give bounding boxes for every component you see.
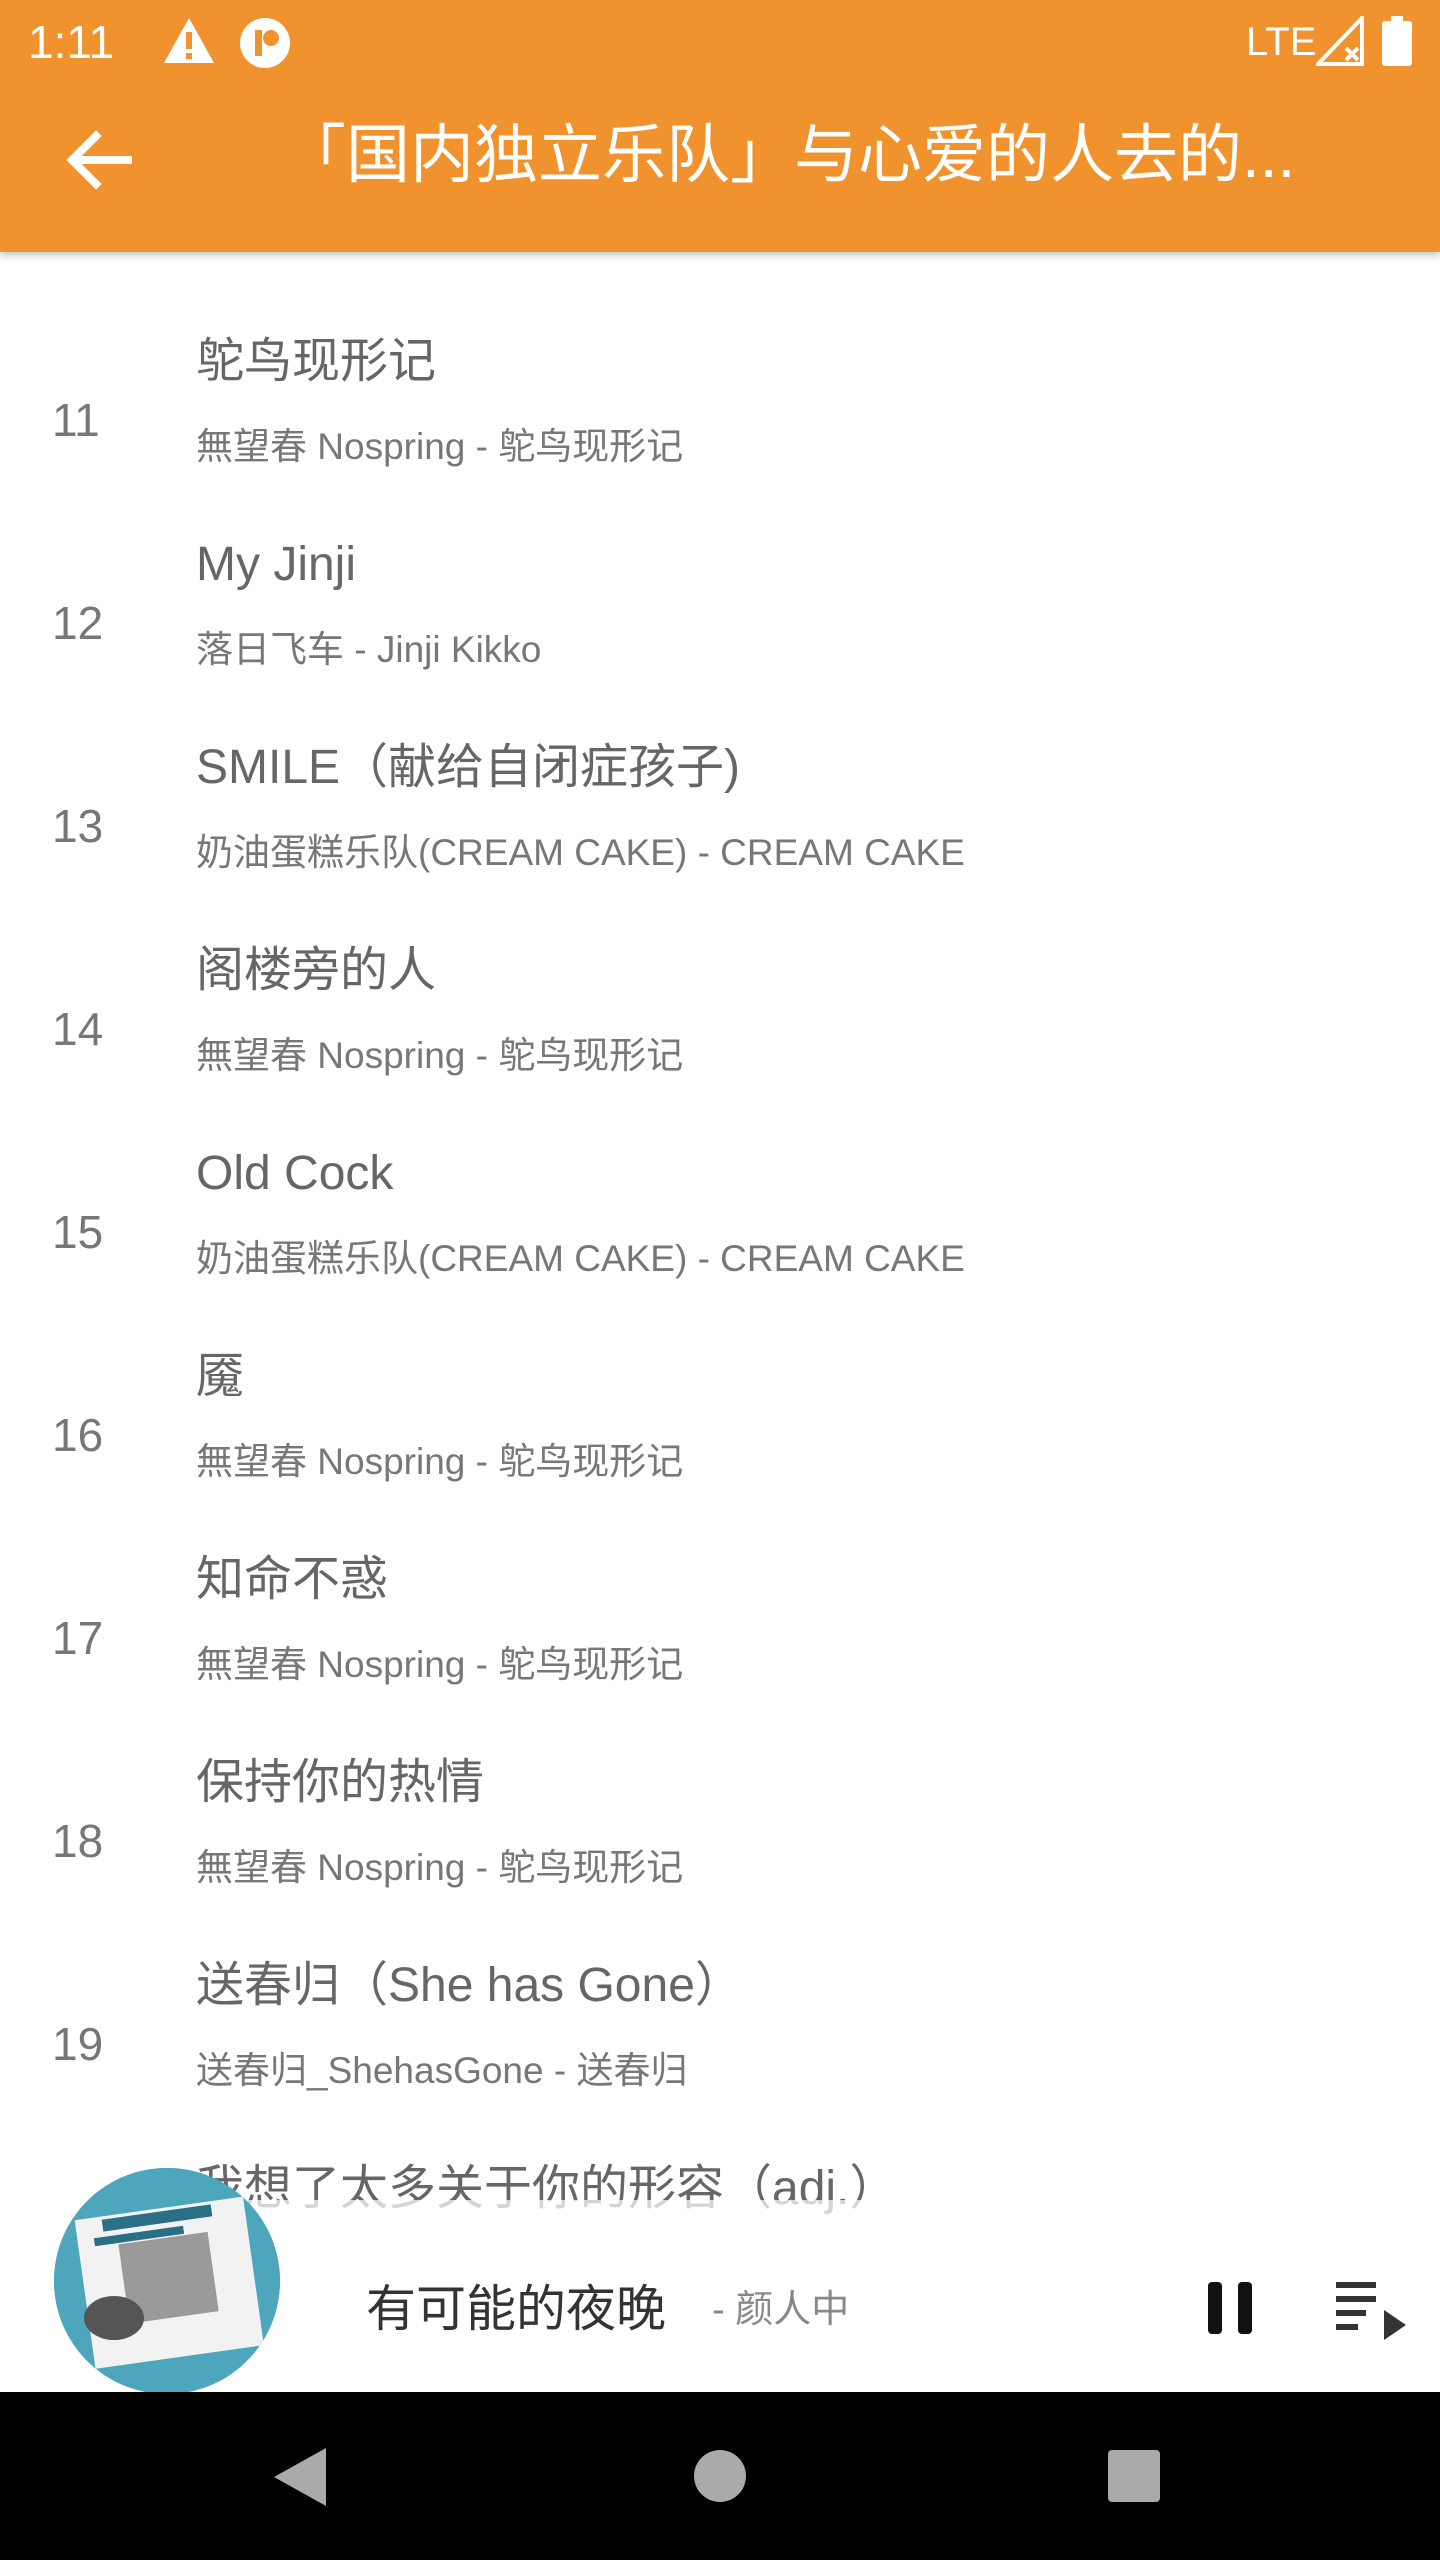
circle-home-icon xyxy=(660,2450,780,2540)
song-index: 16 xyxy=(52,1409,104,1461)
pause-icon xyxy=(1190,2282,1270,2356)
nav-recents-button[interactable] xyxy=(1074,2416,1194,2536)
list-item[interactable]: 13 SMILE（献给自闭症孩子) 奶油蛋糕乐队(CREAM CAKE) - C… xyxy=(0,706,1440,909)
song-index: 19 xyxy=(52,2018,104,2070)
list-item[interactable]: 18 保持你的热情 無望春 Nospring - 鸵鸟现形记 xyxy=(0,1721,1440,1924)
song-index: 11 xyxy=(52,394,100,446)
list-item[interactable]: 16 魇 無望春 Nospring - 鸵鸟现形记 xyxy=(0,1315,1440,1518)
song-subtitle: 送春归_ShehasGone - 送春归 xyxy=(196,2050,688,2091)
song-subtitle: 無望春 Nospring - 鸵鸟现形记 xyxy=(196,1644,684,1685)
song-title: Old Cock xyxy=(196,1147,394,1200)
song-title: 阁楼旁的人 xyxy=(196,944,437,997)
song-subtitle: 奶油蛋糕乐队(CREAM CAKE) - CREAM CAKE xyxy=(196,1238,965,1279)
nav-home-button[interactable] xyxy=(660,2416,780,2536)
list-item[interactable]: 14 阁楼旁的人 無望春 Nospring - 鸵鸟现形记 xyxy=(0,909,1440,1112)
page-title: 「国内独立乐队」与心爱的人去的... xyxy=(282,119,1296,191)
network-type: LTE xyxy=(1246,20,1317,64)
triangle-back-icon xyxy=(240,2448,360,2540)
song-subtitle: 無望春 Nospring - 鸵鸟现形记 xyxy=(196,1441,684,1482)
list-item[interactable]: 15 Old Cock 奶油蛋糕乐队(CREAM CAKE) - CREAM C… xyxy=(0,1112,1440,1315)
status-bar: 1:11 LTE xyxy=(0,0,1440,84)
song-title: 送春归（She has Gone） xyxy=(196,1959,743,2012)
song-subtitle: 無望春 Nospring - 鸵鸟现形记 xyxy=(196,426,684,467)
song-index: 17 xyxy=(52,1612,104,1664)
song-title: 保持你的热情 xyxy=(196,1756,485,1809)
song-subtitle: 奶油蛋糕乐队(CREAM CAKE) - CREAM CAKE xyxy=(196,832,965,873)
nav-back-button[interactable] xyxy=(240,2416,360,2536)
warning-icon xyxy=(162,16,216,71)
list-item[interactable]: 17 知命不惑 無望春 Nospring - 鸵鸟现形记 xyxy=(0,1518,1440,1721)
signal-icon xyxy=(1313,13,1364,71)
app-bar: 1:11 LTE 「国内独立乐队」与心爱的人去的... xyxy=(0,0,1440,252)
song-index: 13 xyxy=(52,800,104,852)
song-index: 15 xyxy=(52,1206,104,1258)
song-list[interactable]: 11 鸵鸟现形记 無望春 Nospring - 鸵鸟现形记 12 My Jinj… xyxy=(0,252,1440,2392)
album-cover[interactable] xyxy=(54,2168,280,2394)
list-item[interactable]: 12 My Jinji 落日飞车 - Jinji Kikko xyxy=(0,503,1440,706)
song-subtitle xyxy=(196,252,206,264)
battery-icon xyxy=(1382,16,1412,71)
pause-button[interactable] xyxy=(1190,2264,1270,2352)
song-title: SMILE（献给自闭症孩子) xyxy=(196,741,741,794)
now-playing-artist: - 颜人中 xyxy=(712,2289,850,2331)
song-index: 12 xyxy=(52,597,104,649)
list-item[interactable] xyxy=(0,252,1440,295)
song-title: 知命不惑 xyxy=(196,1553,389,1606)
song-subtitle: 無望春 Nospring - 鸵鸟现形记 xyxy=(196,1847,684,1888)
playlist-play-icon xyxy=(1326,2282,1416,2356)
queue-button[interactable] xyxy=(1326,2264,1416,2352)
system-navigation-bar xyxy=(0,2392,1440,2560)
app-notification-icon xyxy=(238,16,292,75)
square-recents-icon xyxy=(1074,2450,1194,2540)
song-subtitle: 落日飞车 - Jinji Kikko xyxy=(196,629,542,670)
back-button[interactable] xyxy=(52,112,148,208)
song-title: 魇 xyxy=(196,1350,245,1403)
song-index: 14 xyxy=(52,1003,104,1055)
song-title: My Jinji xyxy=(196,538,357,591)
song-index: 18 xyxy=(52,1815,104,1867)
arrow-left-icon xyxy=(52,130,148,212)
song-title: 鸵鸟现形记 xyxy=(196,335,437,388)
song-subtitle: 無望春 Nospring - 鸵鸟现形记 xyxy=(196,1035,684,1076)
now-playing-title[interactable]: 有可能的夜晚 xyxy=(366,2281,666,2337)
status-time: 1:11 xyxy=(28,16,115,68)
list-item[interactable]: 11 鸵鸟现形记 無望春 Nospring - 鸵鸟现形记 xyxy=(0,300,1440,503)
list-item[interactable]: 19 送春归（She has Gone） 送春归_ShehasGone - 送春… xyxy=(0,1924,1440,2127)
